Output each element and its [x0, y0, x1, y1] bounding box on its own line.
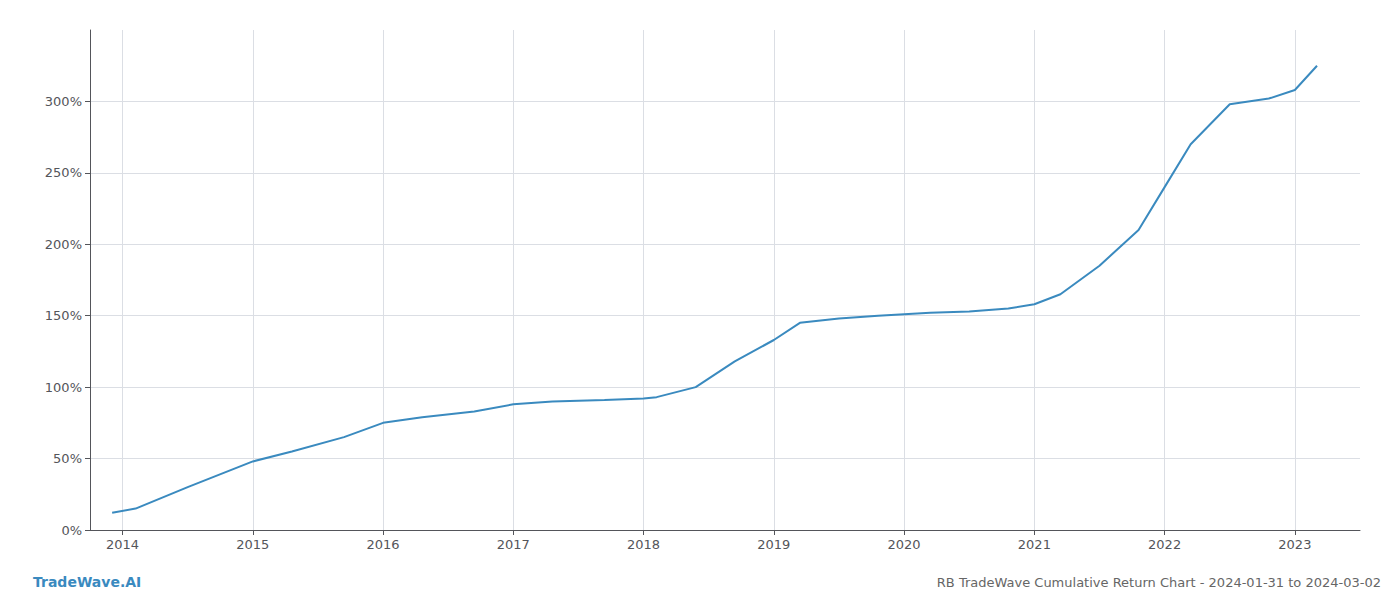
svg-text:2016: 2016 — [367, 537, 400, 552]
svg-text:2022: 2022 — [1148, 537, 1181, 552]
svg-text:2015: 2015 — [236, 537, 269, 552]
svg-text:RB TradeWave Cumulative Return: RB TradeWave Cumulative Return Chart - 2… — [937, 575, 1381, 590]
svg-text:2018: 2018 — [627, 537, 660, 552]
svg-text:300%: 300% — [45, 94, 82, 109]
svg-text:TradeWave.AI: TradeWave.AI — [33, 574, 141, 590]
svg-text:50%: 50% — [53, 451, 82, 466]
svg-text:2020: 2020 — [888, 537, 921, 552]
svg-text:2019: 2019 — [757, 537, 790, 552]
svg-text:0%: 0% — [61, 523, 82, 538]
svg-text:250%: 250% — [45, 165, 82, 180]
svg-text:2021: 2021 — [1018, 537, 1051, 552]
svg-text:100%: 100% — [45, 380, 82, 395]
svg-text:2014: 2014 — [106, 537, 139, 552]
svg-text:2017: 2017 — [497, 537, 530, 552]
svg-text:2023: 2023 — [1278, 537, 1311, 552]
svg-text:150%: 150% — [45, 308, 82, 323]
svg-text:200%: 200% — [45, 237, 82, 252]
